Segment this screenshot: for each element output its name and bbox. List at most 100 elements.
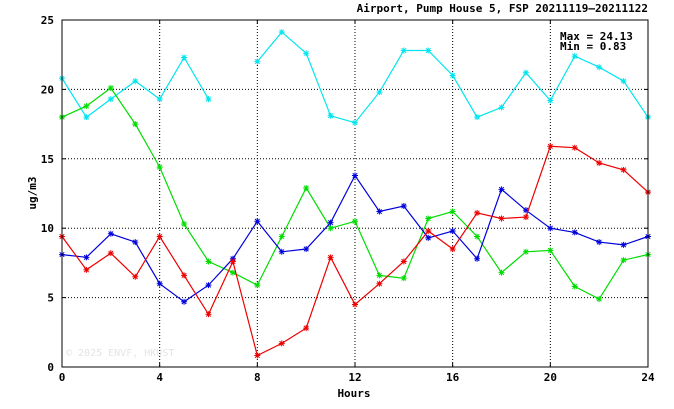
data-point	[376, 280, 383, 287]
data-point	[498, 269, 505, 276]
data-point	[181, 221, 188, 228]
data-point	[327, 225, 334, 232]
data-point	[620, 78, 627, 85]
data-point	[522, 214, 529, 221]
data-point	[522, 248, 529, 255]
data-point	[205, 96, 212, 103]
data-point	[303, 325, 310, 332]
data-point	[107, 250, 114, 257]
data-point	[547, 247, 554, 254]
data-point	[474, 233, 481, 240]
data-point	[205, 311, 212, 318]
x-tick-label: 8	[254, 371, 261, 384]
data-point	[547, 225, 554, 232]
data-point	[620, 257, 627, 264]
data-point	[425, 234, 432, 241]
axis-ticks: 0 4 8 12 16 20 24 0 5 10 15 20 25	[41, 14, 655, 384]
data-point	[181, 54, 188, 61]
max-stat: Max = 24.13	[560, 30, 633, 43]
data-point	[596, 159, 603, 166]
data-point	[132, 121, 139, 128]
data-point	[327, 219, 334, 226]
data-point	[205, 282, 212, 289]
data-point	[181, 298, 188, 305]
data-point	[498, 104, 505, 111]
data-point	[83, 266, 90, 273]
x-tick-label: 24	[641, 371, 655, 384]
data-point	[229, 258, 236, 265]
data-point	[132, 78, 139, 85]
data-point	[156, 233, 163, 240]
data-point	[425, 227, 432, 234]
watermark: © 2025 ENVF, HKUST	[66, 348, 174, 359]
data-point	[620, 241, 627, 248]
data-point	[547, 143, 554, 150]
data-point	[254, 218, 261, 225]
data-point	[498, 186, 505, 193]
data-point	[254, 282, 261, 289]
data-point	[596, 295, 603, 302]
series-lines	[59, 29, 651, 359]
data-point	[425, 215, 432, 222]
x-tick-label: 0	[59, 371, 66, 384]
data-point	[376, 89, 383, 96]
data-point	[352, 172, 358, 179]
data-point	[156, 280, 163, 287]
data-point	[474, 255, 481, 262]
data-point	[327, 112, 334, 119]
data-point	[327, 254, 334, 261]
y-tick-label: 25	[41, 14, 54, 27]
data-point	[425, 47, 432, 54]
data-point	[474, 114, 481, 121]
y-tick-label: 20	[41, 83, 54, 96]
data-point	[83, 254, 90, 261]
data-point	[278, 340, 285, 347]
data-point	[83, 103, 90, 110]
data-point	[547, 97, 554, 104]
data-point	[596, 64, 603, 71]
data-point	[254, 352, 261, 359]
data-point	[352, 218, 358, 225]
data-point	[376, 272, 383, 279]
data-point	[278, 248, 285, 255]
y-tick-label: 10	[41, 222, 54, 235]
data-point	[156, 96, 163, 103]
data-point	[181, 272, 188, 279]
data-point	[596, 239, 603, 246]
x-axis-title: Hours	[337, 387, 370, 400]
x-tick-label: 16	[446, 371, 460, 384]
y-tick-label: 0	[47, 361, 54, 374]
data-point	[522, 69, 529, 76]
data-point	[449, 227, 456, 234]
chart-title: Airport, Pump House 5, FSP 20211119–2021…	[357, 2, 648, 15]
data-point	[400, 275, 407, 282]
data-point	[303, 184, 310, 191]
data-point	[449, 246, 456, 253]
x-tick-label: 12	[348, 371, 361, 384]
data-point	[303, 50, 310, 57]
data-point	[522, 207, 529, 214]
data-point	[400, 258, 407, 265]
y-tick-label: 15	[41, 153, 54, 166]
data-point	[303, 246, 310, 253]
data-point	[156, 164, 163, 171]
data-point	[205, 258, 212, 265]
data-point	[474, 209, 481, 216]
data-point	[376, 208, 383, 215]
series-line	[61, 56, 210, 119]
x-tick-label: 4	[156, 371, 163, 384]
data-point	[571, 283, 578, 290]
data-point	[449, 208, 456, 215]
series-1	[59, 29, 651, 126]
data-point	[571, 229, 578, 236]
data-point	[107, 85, 114, 92]
data-point	[449, 72, 456, 79]
data-point	[229, 269, 236, 276]
data-point	[571, 144, 578, 151]
data-point	[254, 58, 261, 65]
data-point	[278, 29, 285, 36]
data-point	[400, 202, 407, 209]
data-point	[620, 166, 627, 173]
data-point	[571, 53, 578, 60]
